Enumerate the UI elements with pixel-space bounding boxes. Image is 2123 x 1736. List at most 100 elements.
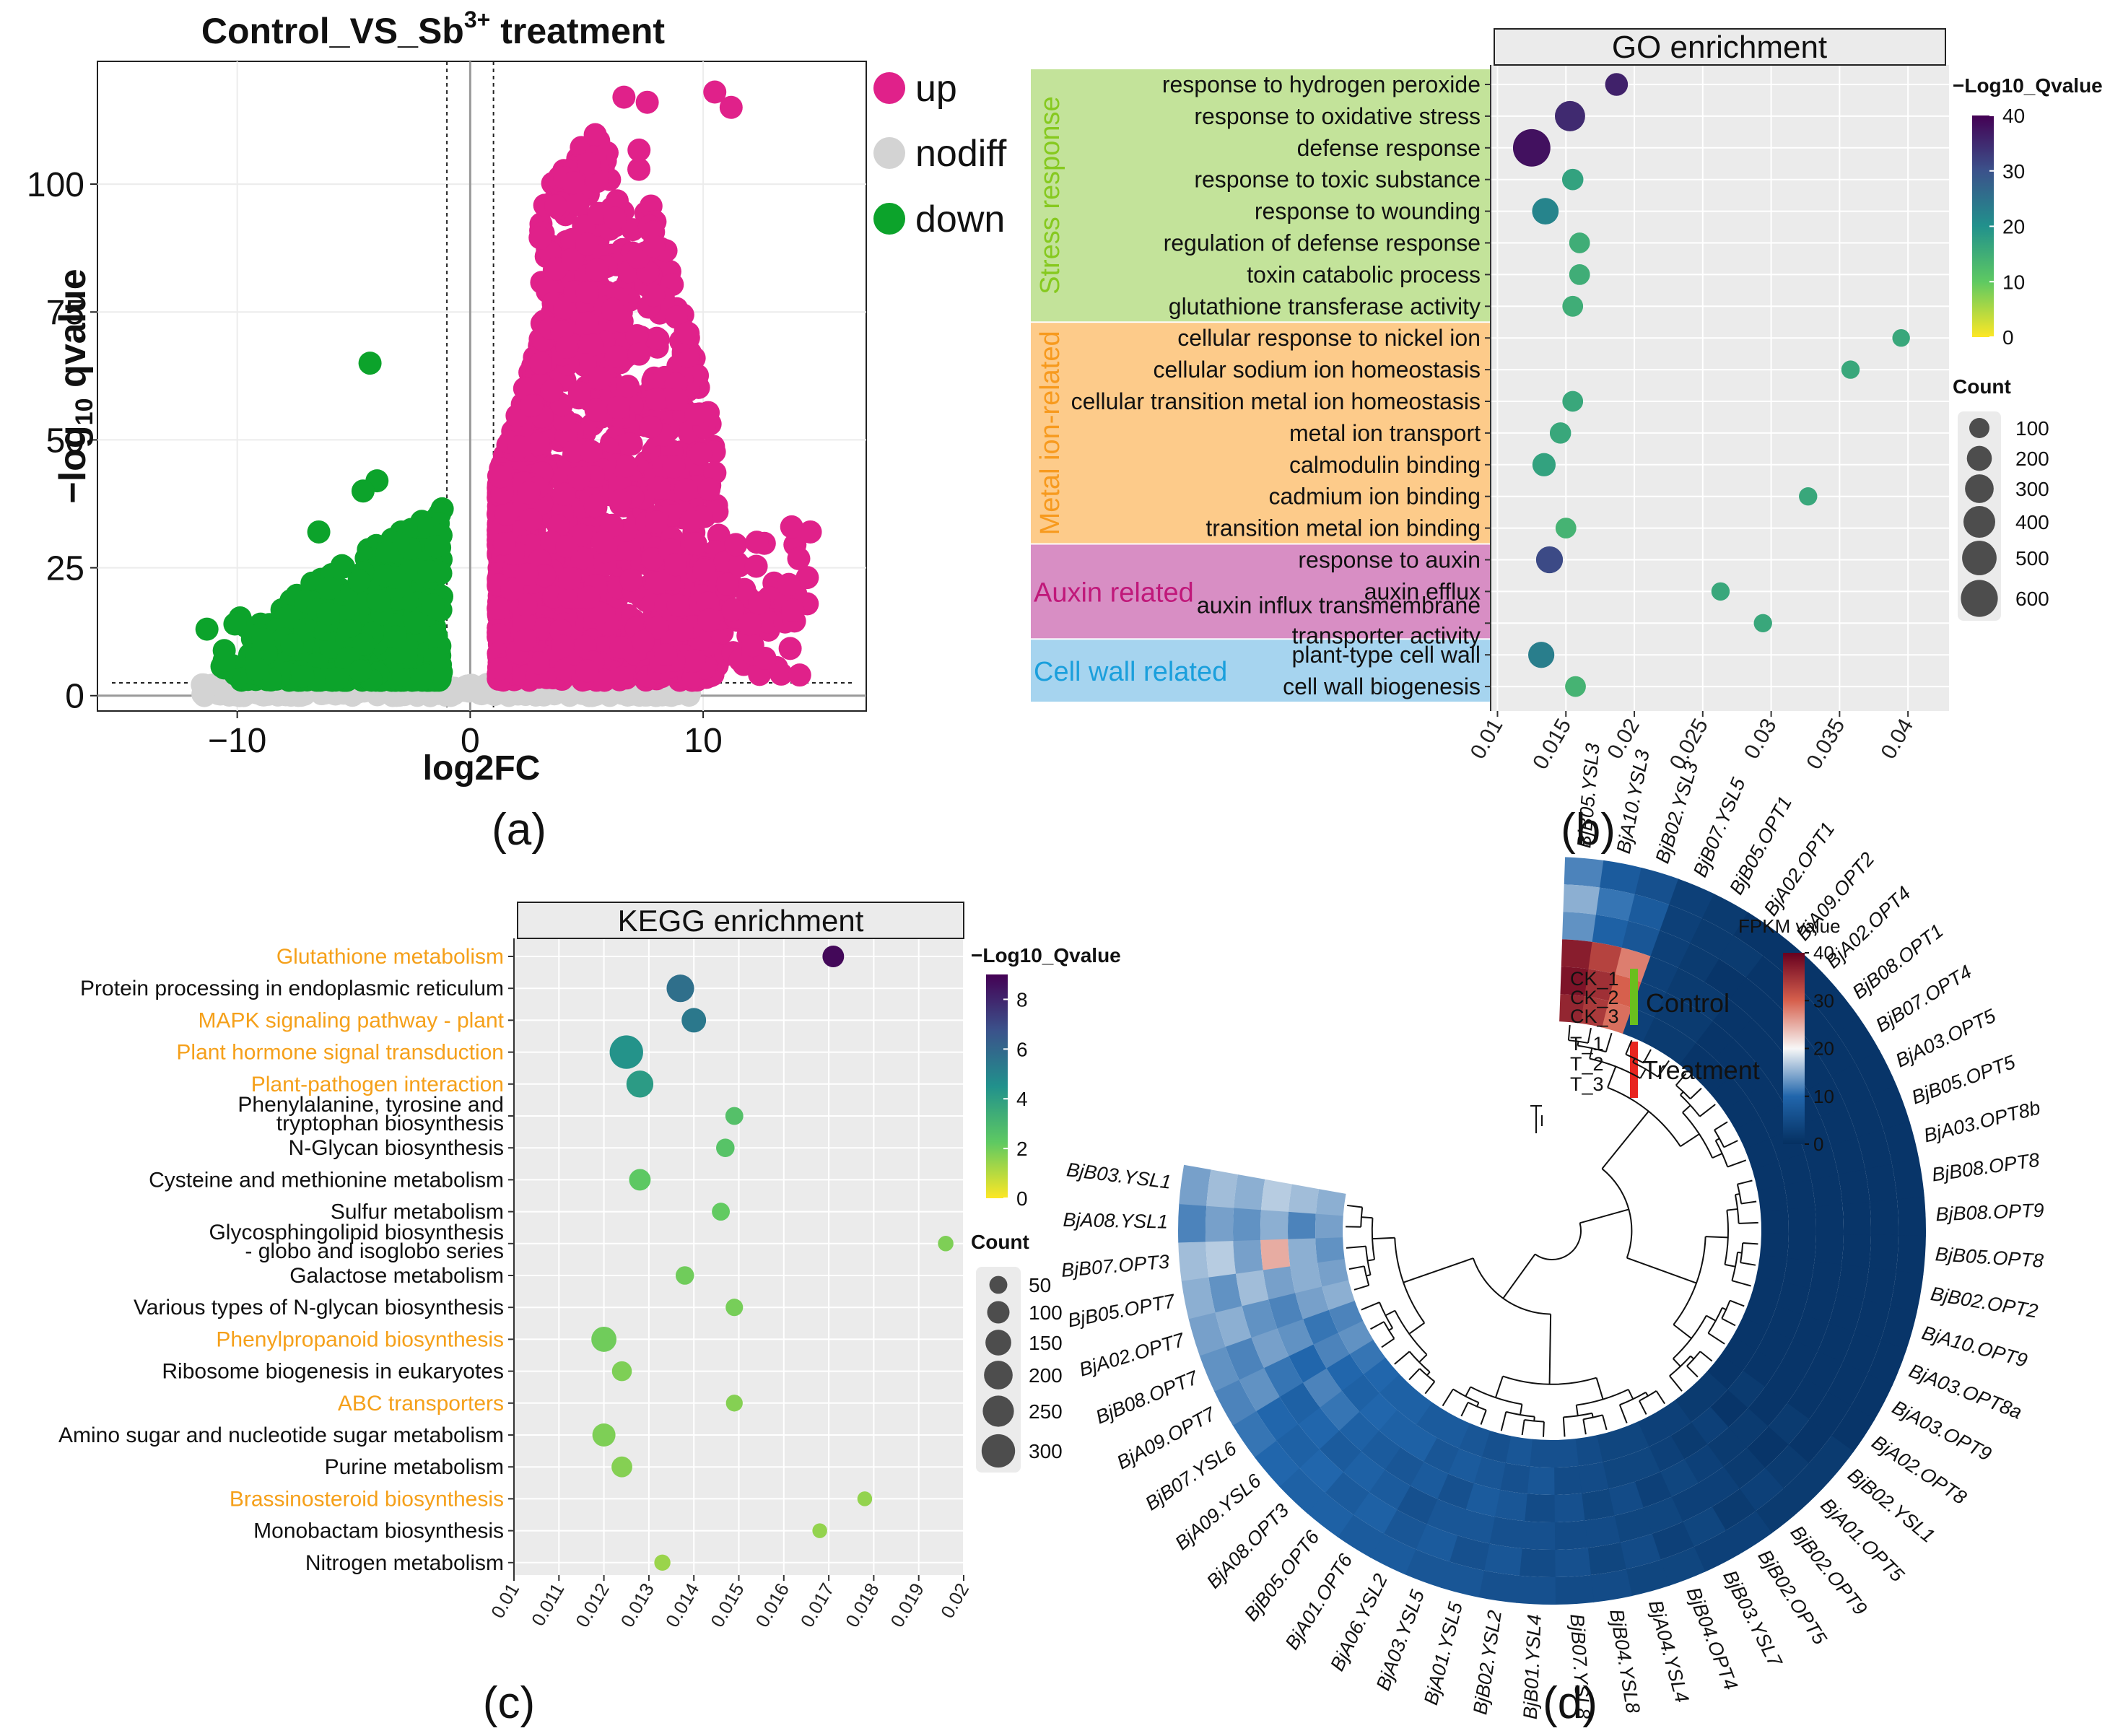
heatmap-cell <box>1233 1207 1262 1242</box>
point-up <box>684 402 708 426</box>
point-down <box>375 541 398 564</box>
panel-label: (a) <box>492 805 546 855</box>
heatmap-cell <box>1588 941 1623 974</box>
heatmap-cell <box>1817 1322 1855 1364</box>
size-legend-dot <box>1961 580 1998 617</box>
dendrogram-branch <box>1707 1332 1725 1345</box>
heatmap-cell <box>1628 894 1670 931</box>
heatmap-cell <box>1554 1574 1595 1605</box>
gene-label: BjB02.YSL3 <box>1651 759 1702 865</box>
point-up <box>692 558 716 582</box>
dendrogram-branch <box>1595 1377 1604 1400</box>
dendrogram-branch <box>1605 1032 1613 1052</box>
point-up <box>567 381 591 405</box>
heatmap-cell <box>1617 1421 1649 1456</box>
pathway-point <box>812 1523 827 1538</box>
pathway-point <box>725 1107 744 1125</box>
heatmap-cell <box>1865 1164 1898 1203</box>
point-up <box>579 440 603 463</box>
term-label: metal ion transport <box>1289 420 1481 446</box>
heatmap-cell <box>1821 1106 1857 1146</box>
dendrogram-branch <box>1645 1392 1649 1397</box>
point-up <box>662 455 686 479</box>
heatmap-cell <box>1625 1559 1670 1597</box>
point-up <box>555 336 579 359</box>
term-label: transition metal ion binding <box>1206 515 1481 541</box>
size-legend-label: 200 <box>1029 1364 1063 1387</box>
heatmap-cell <box>1855 1050 1897 1097</box>
point-up <box>557 585 581 609</box>
heatmap-cell <box>1678 943 1720 983</box>
group-label: Treatment <box>1642 1055 1760 1085</box>
dendrogram-branch <box>1418 1353 1428 1363</box>
gene-label: BjB05.OPT7 <box>1066 1290 1177 1332</box>
point-up <box>689 442 712 466</box>
heatmap-cell <box>1299 1448 1343 1493</box>
pathway-point <box>592 1423 616 1447</box>
point-down <box>358 352 382 375</box>
colorbar-tick-label: 8 <box>1016 988 1028 1011</box>
heatmap-cell <box>1857 1129 1893 1170</box>
heatmap-cell <box>1481 1430 1512 1463</box>
pathway-point <box>654 1554 671 1571</box>
pathway-label-line: Phenylalanine, tyrosine and <box>237 1093 504 1117</box>
point-up <box>798 520 822 544</box>
heatmap-cell <box>1696 1021 1735 1060</box>
chart-title: GO enrichment <box>1612 30 1827 65</box>
term-point <box>1892 329 1910 347</box>
heatmap-cell <box>1338 1320 1374 1354</box>
heatmap-cell <box>1465 1483 1501 1517</box>
x-tick-label: −10 <box>208 722 266 760</box>
heatmap-cell <box>1242 1299 1278 1338</box>
heatmap-cell <box>1750 1276 1784 1307</box>
sample-label: CK_2 <box>1570 987 1619 1008</box>
heatmap-cell <box>1815 987 1860 1034</box>
point-up <box>618 432 642 456</box>
point-up <box>552 482 576 506</box>
x-tick-label: 0.035 <box>1802 715 1849 774</box>
size-legend-dot <box>1962 541 1997 575</box>
dendrogram-branch <box>1426 1371 1431 1376</box>
heatmap-cell <box>1473 1457 1506 1490</box>
heatmap-cell <box>1596 1429 1626 1462</box>
pathway-point <box>938 1236 954 1252</box>
dendrogram-branch <box>1642 1049 1652 1064</box>
dendrogram-branch <box>1738 1221 1758 1224</box>
point-up <box>778 637 802 660</box>
y-tick-label: 100 <box>27 166 84 204</box>
heatmap-cell <box>1560 967 1590 997</box>
term-label: cadmium ion binding <box>1269 484 1481 510</box>
size-legend-title: Count <box>1953 375 2011 398</box>
point-up <box>627 342 651 366</box>
heatmap-cell <box>1233 1239 1263 1274</box>
size-legend-label: 600 <box>2015 588 2049 610</box>
dendrogram-branch <box>1669 1375 1683 1392</box>
term-label: defense response <box>1297 135 1481 161</box>
term-point <box>1549 422 1571 444</box>
heatmap-cell <box>1437 1473 1474 1509</box>
point-down <box>391 663 415 687</box>
pathway-label: Plant-pathogen interaction <box>251 1073 504 1096</box>
legend-label-up: up <box>915 68 957 110</box>
heatmap-cell <box>1353 1491 1398 1534</box>
dendrogram-branch <box>1502 1253 1536 1299</box>
term-label-line: auxin influx transmembrane <box>1197 592 1481 618</box>
term-point <box>1565 676 1586 697</box>
point-down <box>349 659 372 683</box>
point-up <box>514 593 538 616</box>
category-band <box>1031 69 1491 322</box>
sample-label: T_3 <box>1570 1073 1604 1095</box>
dendrogram-branch <box>1727 1159 1747 1168</box>
panel-label: (b) <box>1561 805 1616 855</box>
pathway-label: Nitrogen metabolism <box>305 1551 504 1575</box>
heatmap-cell <box>1867 1340 1907 1387</box>
dendrogram-arc <box>1714 1129 1725 1148</box>
heatmap-cell <box>1396 1485 1438 1525</box>
dendrogram-arc <box>1418 1368 1435 1382</box>
point-up <box>619 568 643 592</box>
gene-label: BjA10.YSL3 <box>1613 748 1654 855</box>
heatmap-cell <box>1679 1042 1716 1079</box>
x-tick-label: 0.01 <box>1466 715 1508 763</box>
heatmap-cell <box>1404 1548 1450 1588</box>
heatmap-cell <box>1675 1006 1714 1044</box>
